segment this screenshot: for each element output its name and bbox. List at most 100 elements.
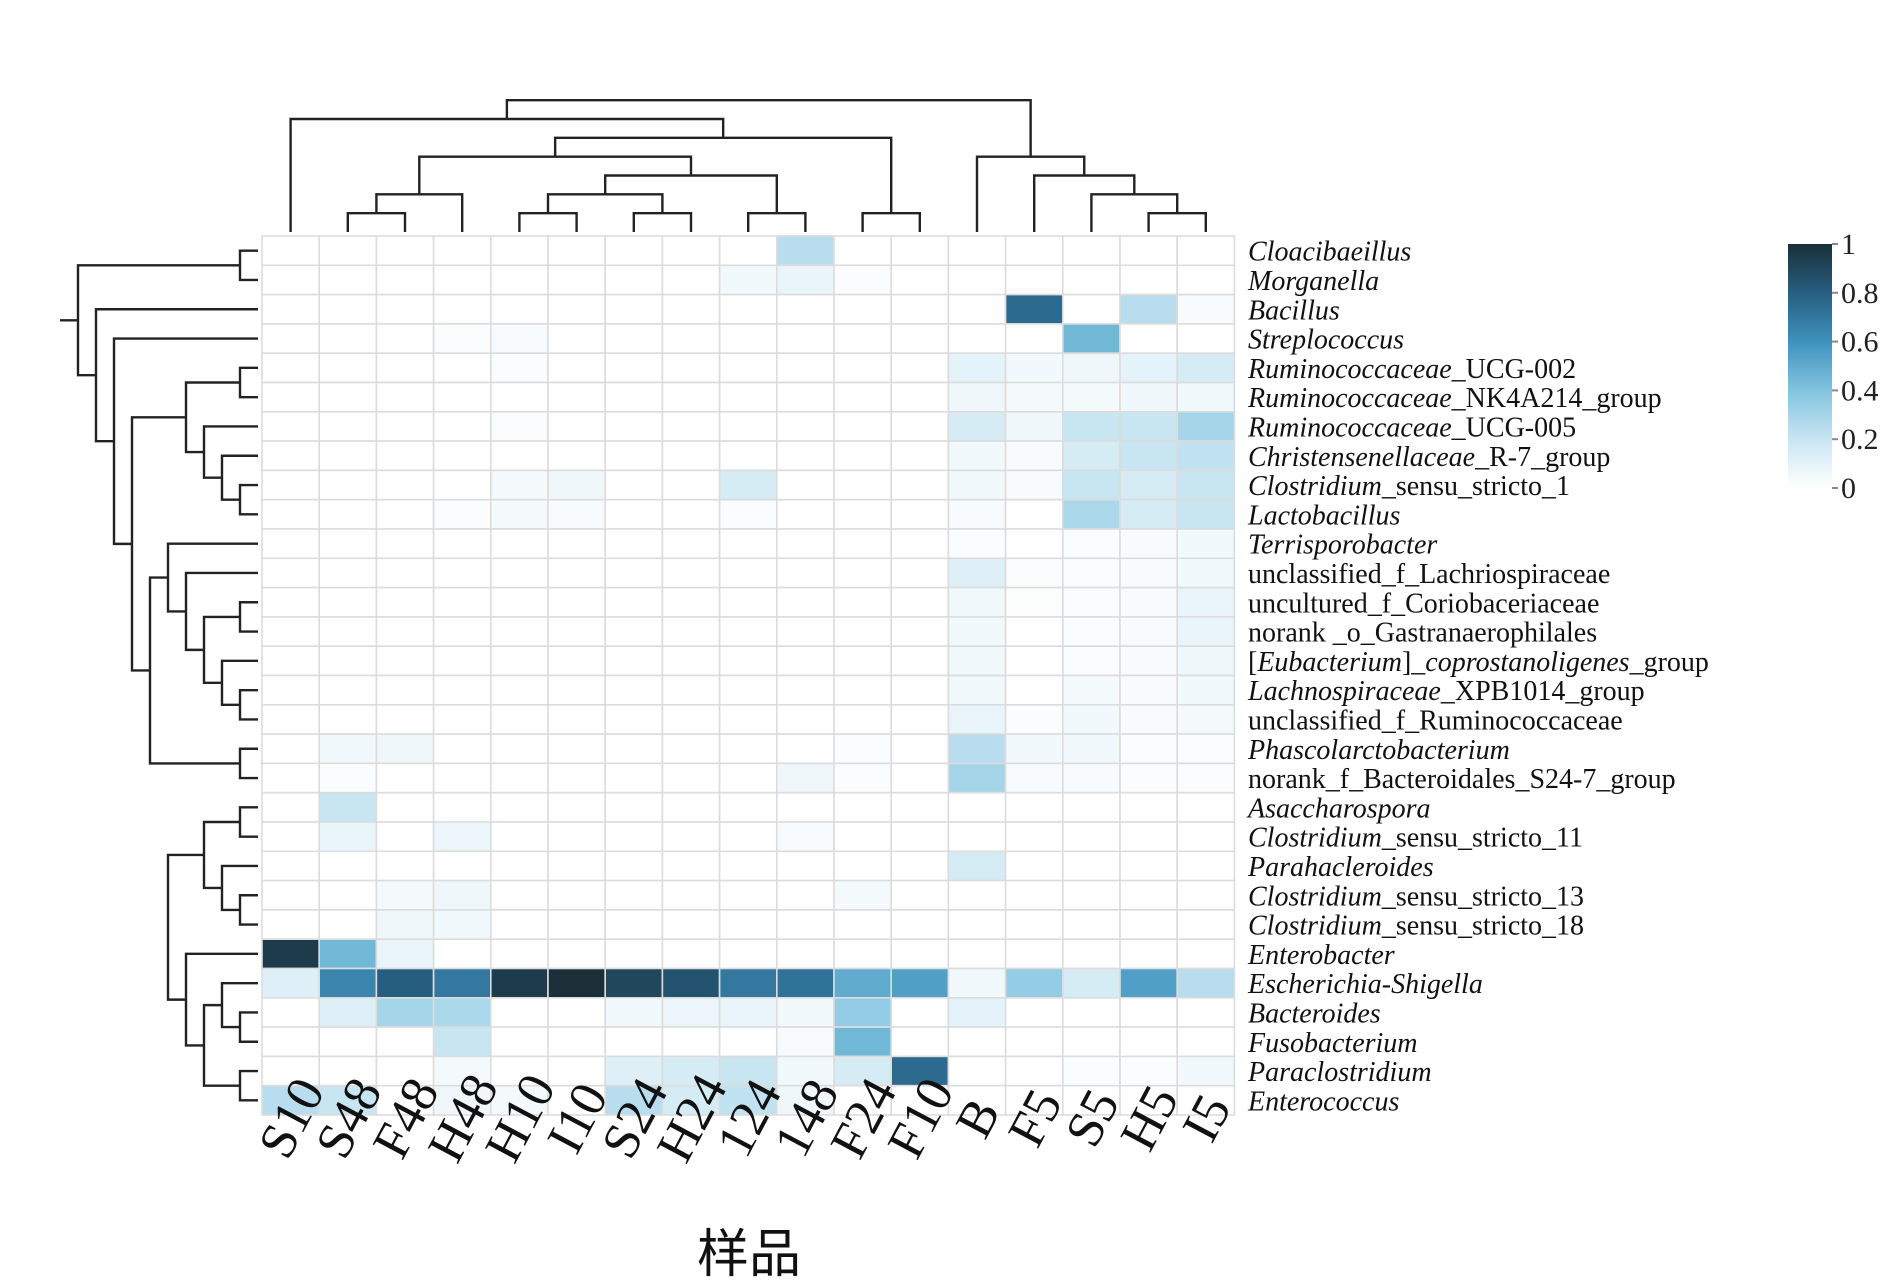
heatmap-cell — [375, 938, 435, 970]
heatmap-cell — [261, 645, 321, 677]
heatmap-cell — [261, 996, 321, 1028]
heatmap-cell — [833, 762, 893, 794]
heatmap-cell — [890, 791, 950, 823]
heatmap-cell — [775, 528, 835, 560]
heatmap-cell — [1062, 1055, 1121, 1087]
heatmap-cell — [1176, 996, 1236, 1028]
row-label-part: ]_ — [1402, 647, 1426, 678]
heatmap-cell — [833, 938, 893, 970]
heatmap-cell — [1176, 616, 1236, 648]
heatmap-cell — [432, 703, 492, 735]
heatmap-cell — [833, 1084, 893, 1116]
heatmap-cell — [775, 235, 835, 267]
heatmap-cell — [718, 791, 778, 823]
row-label-part: Terrisporobacter — [1248, 530, 1437, 561]
heatmap-cell — [1004, 381, 1064, 413]
heatmap-cell — [661, 528, 721, 560]
column-dendrogram-branch — [505, 98, 1032, 157]
heatmap-cell — [947, 381, 1007, 413]
heatmap-cell — [890, 909, 950, 941]
heatmap-cell — [661, 557, 721, 589]
heatmap-cell — [261, 879, 321, 911]
heatmap-cell — [1062, 996, 1121, 1028]
heatmap-cell — [718, 703, 778, 735]
heatmap-cell — [661, 440, 721, 472]
heatmap-cell — [604, 586, 664, 618]
heatmap-cell — [947, 645, 1007, 677]
heatmap-cell — [947, 762, 1007, 794]
heatmap-cell — [661, 1026, 721, 1058]
row-dendrogram-branch — [238, 747, 258, 780]
heatmap-cell — [604, 645, 664, 677]
heatmap-cell — [1062, 909, 1121, 941]
column-dendrogram-branch — [418, 155, 693, 195]
row-label: Escherichia-Shigella — [1247, 969, 1483, 1000]
heatmap-cell — [833, 235, 893, 267]
heatmap-cell — [833, 440, 893, 472]
heatmap-cell — [261, 850, 321, 882]
row-label-part: Bacteroides — [1248, 998, 1381, 1029]
heatmap-cell — [947, 264, 1007, 296]
heatmap-cell — [489, 440, 549, 472]
heatmap-cell — [261, 821, 321, 853]
row-label: Bacillus — [1248, 295, 1340, 326]
heatmap-cell — [261, 410, 321, 442]
heatmap-cell — [947, 821, 1007, 853]
heatmap-cell — [375, 293, 435, 325]
heatmap-cell — [604, 996, 664, 1028]
row-dendrogram-branch — [184, 381, 240, 454]
heatmap-cell — [947, 469, 1007, 501]
heatmap-cell — [261, 762, 321, 794]
heatmap-cell — [604, 323, 664, 354]
heatmap-cell — [547, 703, 607, 735]
heatmap-cell — [833, 381, 893, 413]
heatmap-cell — [1004, 440, 1064, 472]
heatmap-cell — [661, 381, 721, 413]
heatmap-cell — [718, 1026, 778, 1058]
heatmap-cell — [604, 469, 664, 501]
row-label-part: Ruminococcaceae — [1247, 383, 1452, 414]
row-label-part: norank_f_Bacteroidales_S24-7_group — [1248, 764, 1676, 795]
heatmap-cell — [947, 1084, 1007, 1116]
row-label-part: Asaccharospora — [1246, 793, 1431, 824]
heatmap-cell — [718, 645, 778, 677]
x-axis-title: 样品 — [697, 1225, 801, 1284]
heatmap-cell — [318, 674, 378, 706]
heatmap-cell — [318, 733, 378, 765]
row-label-part: _R-7_group — [1474, 442, 1610, 473]
heatmap-cell — [375, 323, 435, 354]
heatmap-cell — [432, 967, 492, 999]
heatmap-cell — [775, 938, 835, 970]
row-label: norank _o_Gastranaerophilales — [1248, 618, 1597, 649]
row-label-part: Clostridium — [1248, 911, 1382, 942]
heatmap-cell — [833, 703, 893, 735]
heatmap-cell — [775, 323, 835, 354]
colorbar-tick-label: 0.2 — [1841, 423, 1879, 456]
heatmap-cell — [1176, 235, 1236, 267]
heatmap-cell — [489, 323, 549, 354]
heatmap-cell — [318, 616, 378, 648]
heatmap-cell — [833, 879, 893, 911]
heatmap-cell — [547, 850, 607, 882]
heatmap-cell — [1119, 616, 1179, 648]
heatmap-cell — [775, 791, 835, 823]
heatmap-cell — [1119, 909, 1179, 941]
heatmap-cell — [718, 381, 778, 413]
heatmap-cell — [432, 821, 492, 853]
heatmap-cell — [261, 381, 321, 413]
heatmap-cell — [775, 498, 835, 530]
heatmap-cell — [489, 1026, 549, 1058]
heatmap-cell — [775, 850, 835, 882]
row-label-part: Enterococcus — [1247, 1086, 1399, 1117]
heatmap-cell — [1062, 879, 1121, 911]
heatmap-cell — [1062, 235, 1121, 267]
heatmap-cell — [604, 850, 664, 882]
heatmap-cell — [775, 264, 835, 296]
row-label: Lactobacillus — [1247, 500, 1401, 531]
row-label-part: [ — [1248, 647, 1257, 678]
heatmap-cell — [1176, 674, 1236, 706]
heatmap-cell — [1176, 967, 1236, 999]
row-label: Paraclostridium — [1247, 1057, 1432, 1088]
heatmap-cell — [432, 293, 492, 325]
heatmap-cell — [375, 410, 435, 442]
